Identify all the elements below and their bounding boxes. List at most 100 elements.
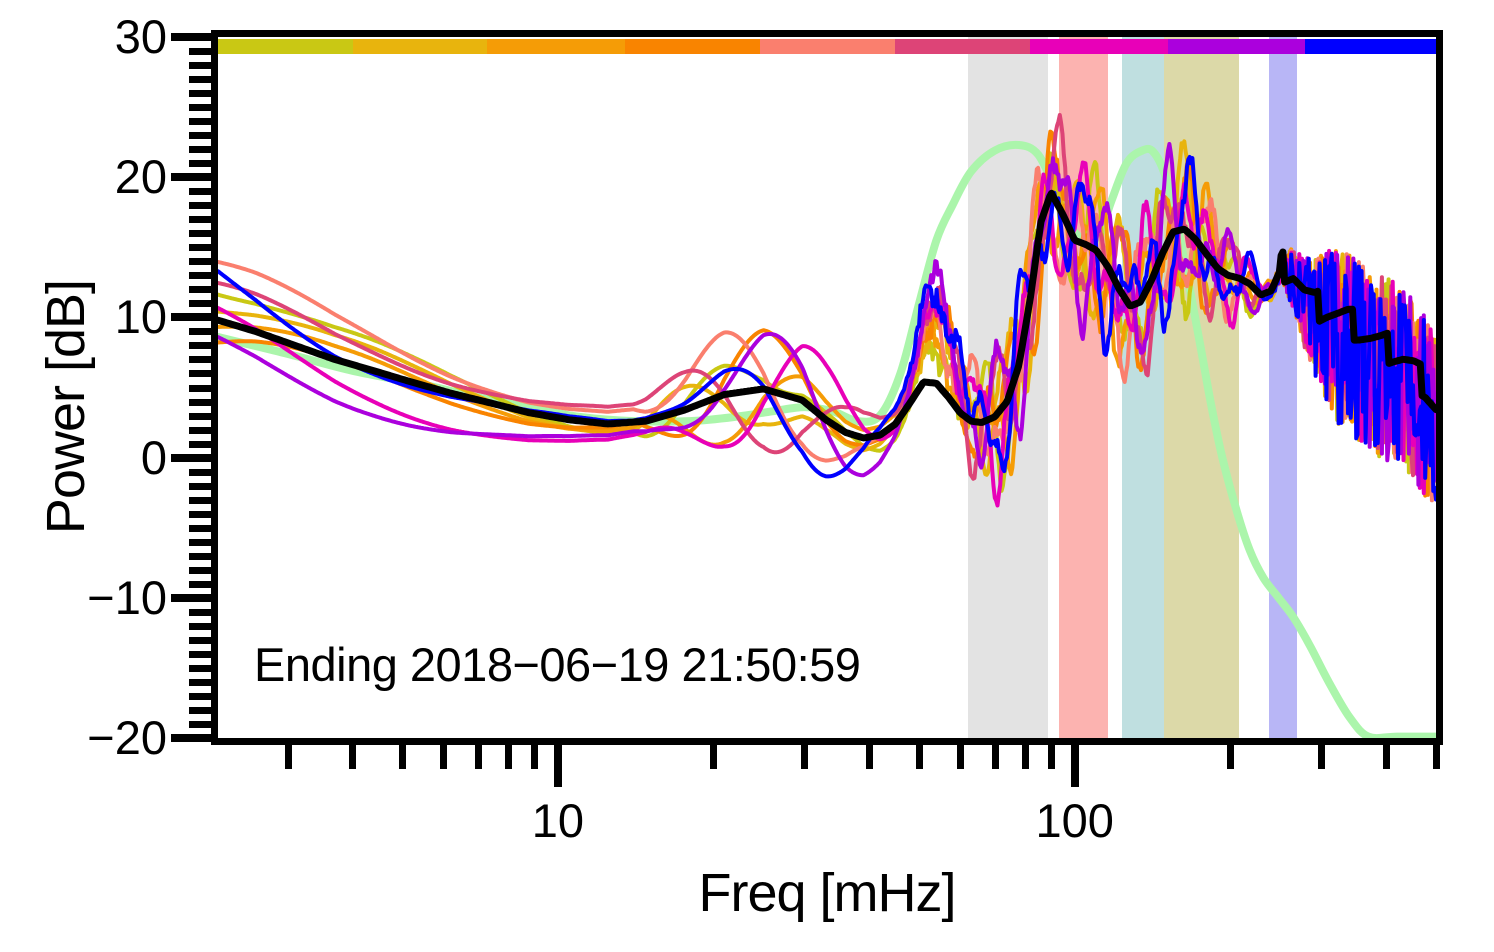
curve-spectrum-01 xyxy=(218,151,1436,493)
y-minor-tick xyxy=(189,342,211,350)
y-minor-tick xyxy=(189,608,211,616)
ending-timestamp-annotation: Ending 2018−06−19 21:50:59 xyxy=(254,638,861,691)
x-minor-tick xyxy=(866,745,874,769)
y-minor-tick xyxy=(189,244,211,252)
x-tick-label-100: 100 xyxy=(1035,794,1114,847)
spectra-curves xyxy=(218,113,1436,738)
x-minor-tick xyxy=(349,745,357,769)
x-minor-tick xyxy=(531,745,539,769)
y-minor-tick xyxy=(189,76,211,84)
y-minor-tick xyxy=(189,146,211,154)
colorbar-segment-8 xyxy=(1168,39,1305,54)
colorbar-segment-3 xyxy=(487,39,625,54)
y-minor-tick xyxy=(189,398,211,406)
y-major-tick xyxy=(171,313,211,322)
x-major-tick xyxy=(553,745,562,787)
x-minor-tick xyxy=(801,745,809,769)
colorbar-segment-4 xyxy=(625,39,760,54)
y-minor-tick xyxy=(189,230,211,238)
y-minor-tick xyxy=(189,566,211,574)
y-minor-tick xyxy=(189,286,211,294)
y-major-tick xyxy=(171,734,211,742)
y-minor-tick xyxy=(189,384,211,392)
colorbar-segment-1 xyxy=(218,39,353,54)
y-minor-tick xyxy=(189,90,211,98)
y-minor-tick xyxy=(189,328,211,336)
y-minor-tick xyxy=(189,636,211,644)
colorbar-segment-6 xyxy=(895,39,1030,54)
x-minor-tick xyxy=(474,745,482,769)
y-minor-tick xyxy=(189,118,211,126)
y-minor-tick xyxy=(189,510,211,518)
x-minor-tick xyxy=(1227,745,1235,769)
x-tick-label-10: 10 xyxy=(531,794,584,847)
y-minor-tick xyxy=(189,440,211,448)
curve-spectrum-05 xyxy=(218,165,1436,503)
y-minor-tick xyxy=(189,538,211,546)
y-minor-tick xyxy=(189,720,211,728)
y-tick-label--10: −10 xyxy=(87,570,167,624)
x-axis-label: Freq [mHz] xyxy=(698,863,956,923)
x-minor-tick xyxy=(284,745,292,769)
y-major-tick xyxy=(171,173,211,182)
y-minor-tick xyxy=(189,678,211,686)
y-major-tick xyxy=(171,33,211,41)
y-minor-tick xyxy=(189,202,211,210)
y-minor-tick xyxy=(189,426,211,434)
x-minor-tick xyxy=(916,745,924,769)
y-minor-tick xyxy=(189,160,211,168)
y-major-tick xyxy=(171,453,211,462)
y-minor-tick xyxy=(189,412,211,420)
y-minor-tick xyxy=(189,468,211,476)
colorbar-segment-9 xyxy=(1305,39,1436,54)
y-tick-label-30: 30 xyxy=(114,10,167,63)
y-minor-tick xyxy=(189,370,211,378)
plot-inner: Ending 2018−06−19 21:50:59 xyxy=(218,37,1436,738)
x-minor-tick xyxy=(991,745,999,769)
x-minor-tick xyxy=(504,745,512,769)
colorbar-segment-2 xyxy=(353,39,487,54)
y-minor-tick xyxy=(189,300,211,308)
x-minor-tick xyxy=(1318,745,1326,769)
y-minor-tick xyxy=(189,132,211,140)
y-minor-tick xyxy=(189,62,211,70)
y-tick-label-20: 20 xyxy=(114,150,167,204)
band-khaki xyxy=(1164,37,1239,738)
curve-spectrum-07 xyxy=(218,160,1436,508)
curve-spectrum-03 xyxy=(218,178,1436,494)
x-minor-tick xyxy=(1021,745,1029,769)
y-minor-tick xyxy=(189,552,211,560)
y-minor-tick xyxy=(189,622,211,630)
x-major-tick xyxy=(1070,745,1079,787)
y-minor-tick xyxy=(189,48,211,56)
y-minor-tick xyxy=(189,188,211,196)
x-minor-tick xyxy=(399,745,407,769)
plot-area: Ending 2018−06−19 21:50:59 xyxy=(211,30,1443,745)
y-minor-tick xyxy=(189,664,211,672)
y-minor-tick xyxy=(189,650,211,658)
y-minor-tick xyxy=(189,496,211,504)
y-minor-tick xyxy=(189,706,211,714)
x-minor-tick xyxy=(1382,745,1390,769)
x-minor-tick xyxy=(710,745,718,769)
y-minor-tick xyxy=(189,580,211,588)
x-minor-tick xyxy=(1048,745,1056,769)
curve-mean-spectrum xyxy=(218,189,1436,442)
y-minor-tick xyxy=(189,258,211,266)
x-minor-tick xyxy=(440,745,448,769)
y-tick-label--20: −20 xyxy=(87,711,167,764)
y-minor-tick xyxy=(189,272,211,280)
curve-spectrum-08 xyxy=(218,142,1436,487)
y-axis-label: Power [dB] xyxy=(36,279,96,535)
y-minor-tick xyxy=(189,692,211,700)
colorbar-segment-7 xyxy=(1030,39,1168,54)
y-minor-tick xyxy=(189,356,211,364)
y-tick-label-10: 10 xyxy=(114,290,167,344)
x-minor-tick xyxy=(1433,745,1440,769)
y-minor-tick xyxy=(189,482,211,490)
curve-spectrum-09 xyxy=(218,155,1436,502)
y-minor-tick xyxy=(189,524,211,532)
colorbar-segment-5 xyxy=(760,39,895,54)
y-minor-tick xyxy=(189,216,211,224)
